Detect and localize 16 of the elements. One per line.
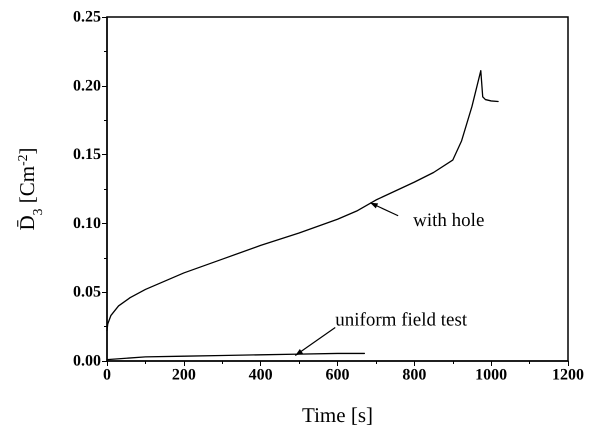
- annotation: uniform field test: [335, 309, 468, 330]
- y-tick-label: 0.05: [73, 284, 101, 301]
- x-tick-label: 0: [103, 366, 111, 384]
- x-tick-label: 1000: [475, 366, 508, 384]
- x-tick-label: 400: [248, 366, 273, 384]
- y-tick-label: 0.25: [73, 8, 101, 26]
- x-tick-label: 600: [326, 366, 350, 384]
- x-tick-label: 800: [402, 366, 426, 384]
- x-tick-label: 1200: [552, 366, 584, 384]
- y-tick-label: 0.00: [73, 352, 101, 370]
- y-tick-label: 0.15: [73, 146, 101, 164]
- x-axis-title: Time [s]: [302, 403, 373, 427]
- annotation: with hole: [413, 210, 484, 231]
- y-tick-label: 0.20: [73, 77, 101, 94]
- x-tick-label: 200: [172, 366, 196, 384]
- y-tick-label: 0.10: [73, 214, 101, 232]
